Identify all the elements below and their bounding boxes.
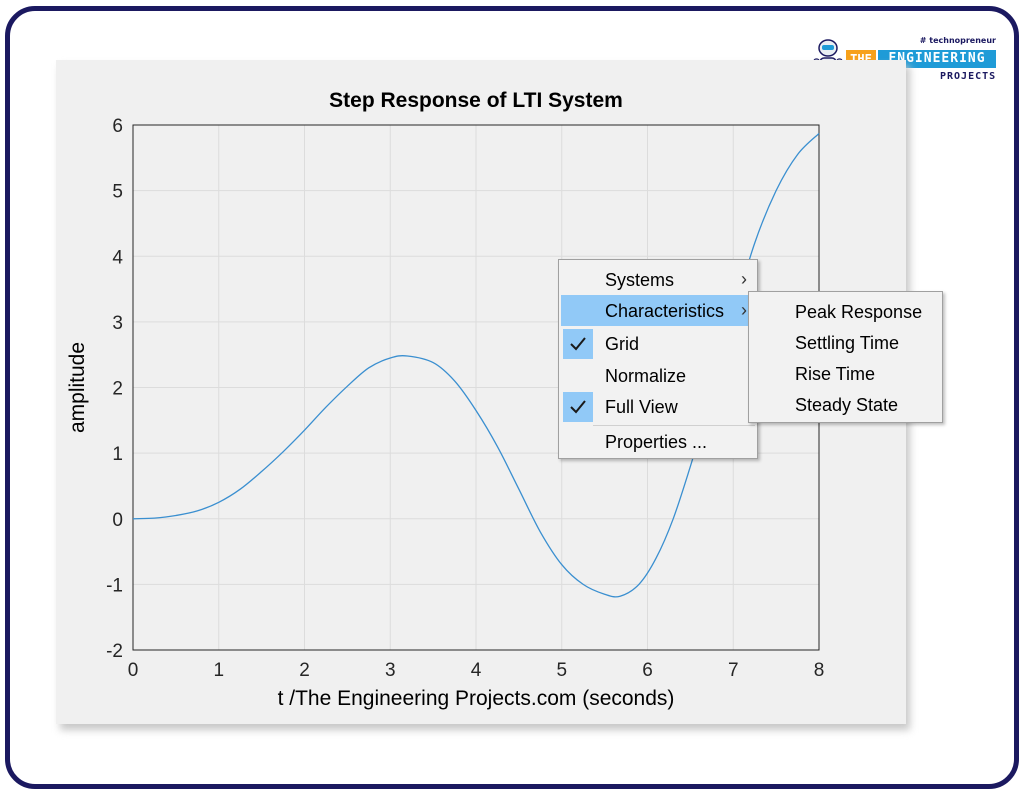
y-tick-label: 0 — [112, 510, 123, 531]
context-menu: Systems › Characteristics › Grid Normali… — [558, 259, 758, 459]
y-tick-label: -2 — [106, 641, 123, 662]
x-tick-label: 6 — [642, 660, 653, 681]
y-tick-label: 4 — [112, 247, 123, 268]
y-tick-label: 1 — [112, 444, 123, 465]
x-tick-label: 7 — [728, 660, 739, 681]
characteristics-submenu: Peak Response Settling Time Rise Time St… — [748, 291, 943, 423]
logo-projects: PROJECTS — [940, 71, 997, 82]
x-axis-label: t /The Engineering Projects.com (seconds… — [278, 687, 675, 710]
menu-separator — [593, 425, 755, 426]
grid-checked-indicator — [563, 329, 593, 359]
menu-item-properties[interactable]: Properties ... — [561, 426, 755, 457]
menu-item-characteristics[interactable]: Characteristics › — [561, 295, 755, 326]
menu-item-grid[interactable]: Grid — [561, 328, 755, 359]
menu-item-full-view[interactable]: Full View — [561, 391, 755, 422]
y-tick-label: 3 — [112, 313, 123, 334]
x-tick-label: 0 — [128, 660, 139, 681]
full-view-checked-indicator — [563, 392, 593, 422]
menu-item-label: Full View — [605, 397, 678, 417]
submenu-item-steady-state[interactable]: Steady State — [795, 395, 899, 415]
y-tick-label: 5 — [112, 182, 123, 203]
y-tick-label: -1 — [106, 575, 123, 596]
submenu-item-rise-time[interactable]: Rise Time — [795, 364, 876, 384]
menu-item-label: Normalize — [605, 366, 687, 386]
checkmark-icon — [570, 337, 586, 351]
y-tick-label: 6 — [112, 116, 123, 137]
checkmark-icon — [570, 400, 586, 414]
y-tick-label: 2 — [112, 379, 123, 400]
chart-title: Step Response of LTI System — [329, 89, 623, 112]
x-tick-label: 5 — [556, 660, 567, 681]
menu-item-label: Properties ... — [605, 432, 708, 452]
submenu-item-settling-time[interactable]: Settling Time — [795, 333, 900, 353]
step-response-chart: 0 1 2 3 4 5 6 7 8 -2 -1 0 1 2 3 4 5 6 Step Response of LT… — [66, 89, 824, 710]
submenu-arrow-icon: › — [741, 269, 747, 289]
logo-engineering: ENGINEERING — [878, 50, 996, 68]
menu-item-label: Systems — [605, 270, 675, 290]
x-tick-label: 4 — [471, 660, 482, 681]
x-tick-label: 3 — [385, 660, 396, 681]
logo-tagline: # technopreneur — [919, 36, 996, 45]
submenu-arrow-icon: › — [741, 300, 747, 320]
y-axis-label: amplitude — [66, 342, 89, 433]
x-tick-label: 1 — [213, 660, 224, 681]
menu-item-normalize[interactable]: Normalize — [561, 360, 755, 391]
submenu-item-peak-response[interactable]: Peak Response — [795, 302, 923, 322]
menu-item-label: Characteristics — [605, 301, 725, 321]
tick-labels: 0 1 2 3 4 5 6 7 8 -2 -1 0 1 2 3 4 5 6 — [106, 116, 824, 681]
x-tick-label: 8 — [814, 660, 825, 681]
menu-item-systems[interactable]: Systems › — [561, 264, 755, 295]
menu-item-label: Grid — [605, 334, 640, 354]
x-tick-label: 2 — [299, 660, 310, 681]
